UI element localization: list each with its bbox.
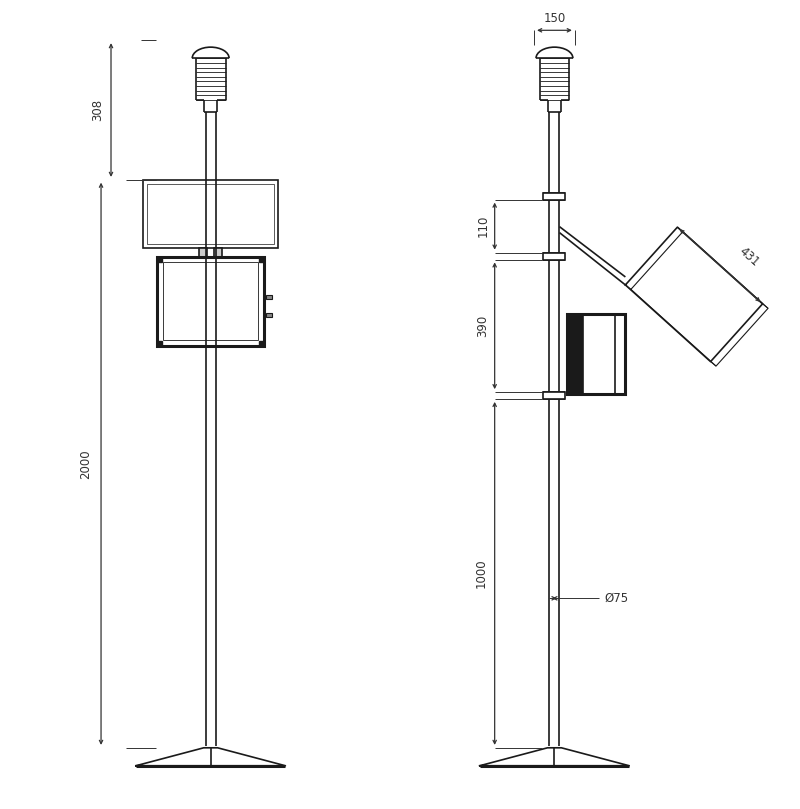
Bar [214,248,222,256]
Bar [163,262,258,341]
Bar [543,193,566,200]
Text: 308: 308 [91,99,105,121]
Bar [567,315,626,394]
Bar [567,315,586,394]
Text: Ø75: Ø75 [604,592,629,605]
Bar [157,256,265,346]
Text: 110: 110 [476,215,490,237]
Text: 1000: 1000 [474,558,487,588]
Bar [543,392,566,399]
Text: 390: 390 [476,315,490,337]
Text: 431: 431 [736,244,762,269]
Text: 2000: 2000 [79,449,93,479]
Bar [143,180,278,248]
Bar [583,315,615,394]
Bar [199,248,207,256]
Text: 150: 150 [543,12,566,25]
Bar [266,313,273,317]
Bar [266,295,273,299]
Bar [147,184,274,244]
Bar [543,252,566,260]
